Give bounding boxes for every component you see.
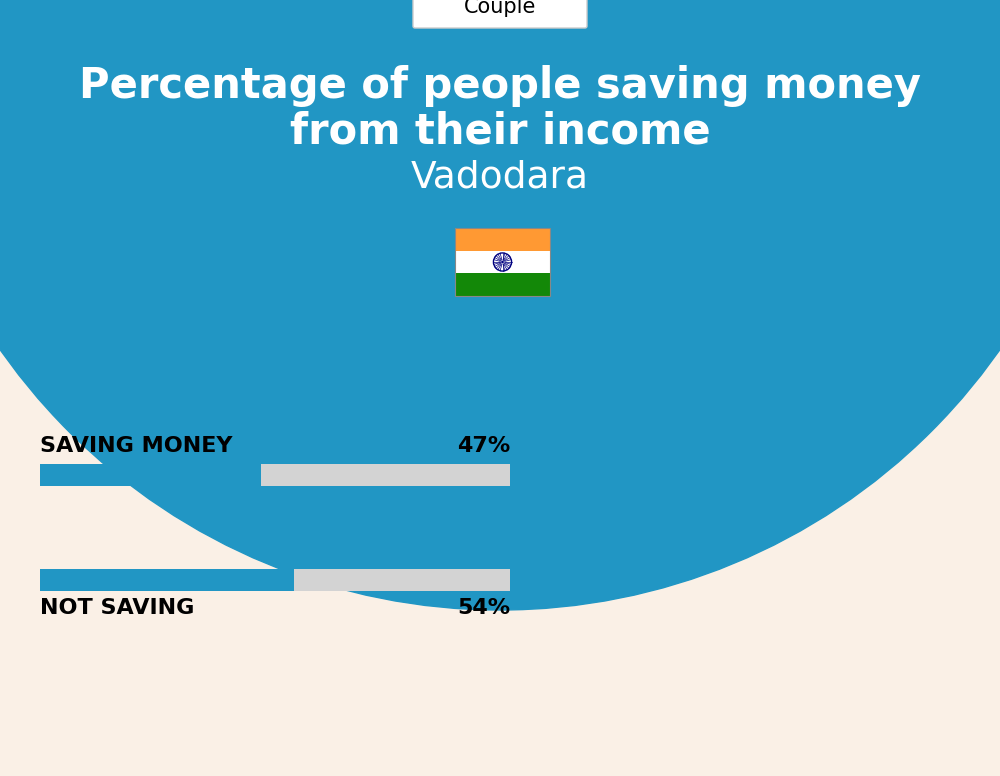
Text: from their income: from their income (290, 110, 710, 152)
Circle shape (0, 0, 1000, 610)
Bar (455, 273, 550, 296)
Bar (455, 251, 550, 273)
Bar (40, 569, 510, 591)
Text: 47%: 47% (457, 436, 510, 456)
Bar (40, 464, 261, 486)
Bar (455, 228, 550, 296)
Text: Couple: Couple (464, 0, 536, 17)
Bar (455, 228, 550, 251)
Text: 54%: 54% (457, 598, 510, 618)
Text: Vadodara: Vadodara (411, 160, 589, 196)
Bar (40, 464, 510, 486)
Bar (40, 569, 294, 591)
Text: Percentage of people saving money: Percentage of people saving money (79, 65, 921, 107)
Text: SAVING MONEY: SAVING MONEY (40, 436, 232, 456)
Text: NOT SAVING: NOT SAVING (40, 598, 194, 618)
Circle shape (501, 261, 504, 263)
FancyBboxPatch shape (413, 0, 587, 28)
